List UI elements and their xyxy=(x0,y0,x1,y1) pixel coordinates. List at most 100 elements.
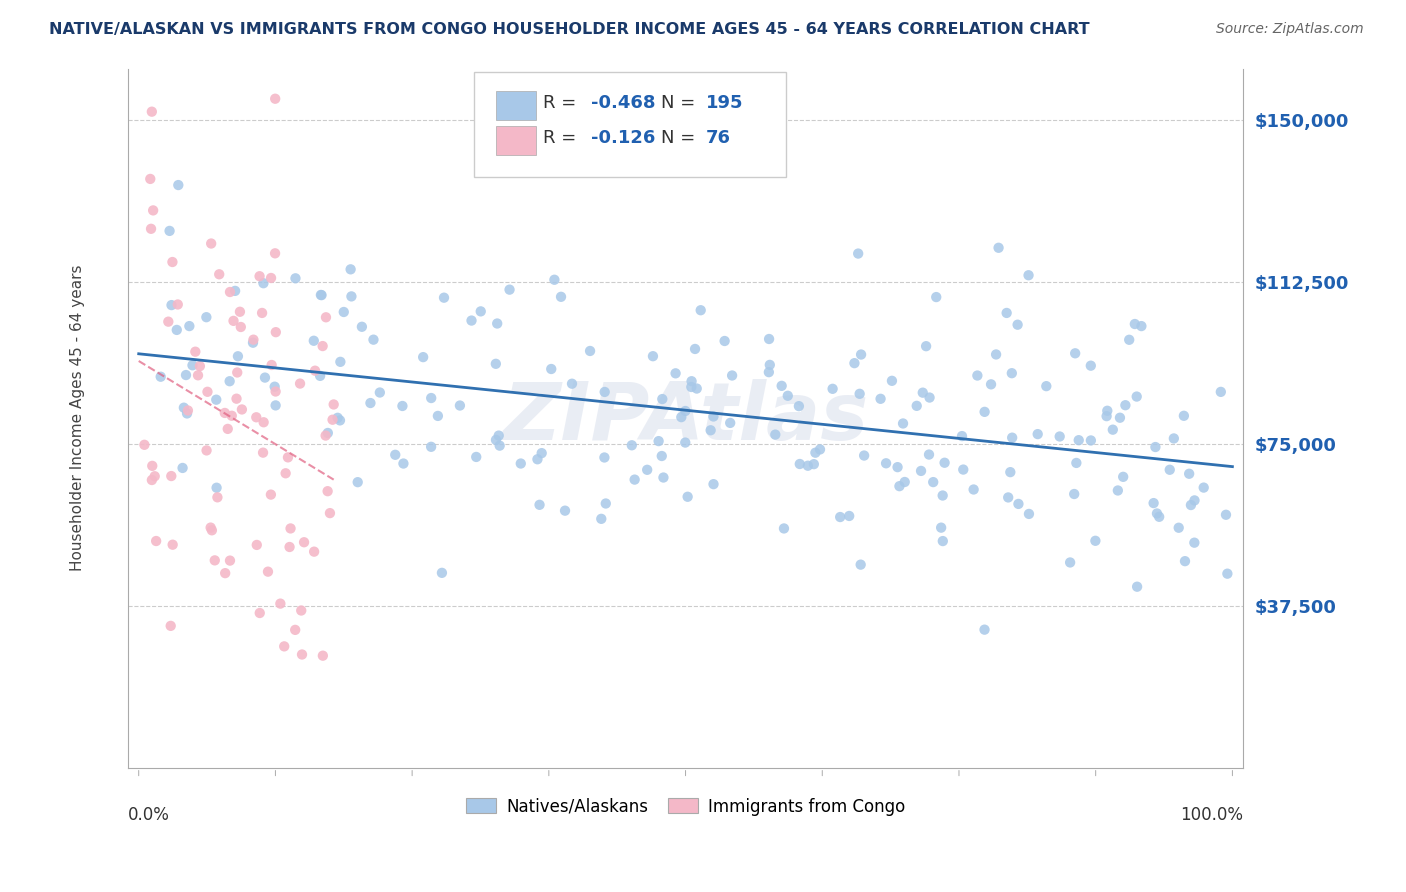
FancyBboxPatch shape xyxy=(474,72,786,177)
Point xyxy=(1182,535,1205,549)
Point xyxy=(886,460,908,475)
Point xyxy=(201,523,224,537)
Point xyxy=(931,489,953,503)
Point xyxy=(316,484,339,499)
Point xyxy=(593,384,616,399)
Point xyxy=(759,358,782,372)
Point xyxy=(1178,467,1201,481)
Text: Source: ZipAtlas.com: Source: ZipAtlas.com xyxy=(1216,22,1364,37)
Point xyxy=(218,374,240,388)
Point xyxy=(329,413,352,427)
Point xyxy=(225,392,247,406)
Point xyxy=(208,267,231,281)
Point xyxy=(322,413,344,427)
Point xyxy=(274,467,297,481)
Point xyxy=(264,398,287,412)
Point xyxy=(838,508,860,523)
Point xyxy=(249,269,271,284)
Point xyxy=(1114,398,1136,412)
Point xyxy=(470,304,492,318)
Point xyxy=(249,606,271,620)
Point xyxy=(242,333,264,347)
Point xyxy=(242,335,264,350)
Point xyxy=(350,319,373,334)
Point xyxy=(253,415,276,429)
Point xyxy=(229,320,252,334)
Point xyxy=(280,521,302,535)
Point xyxy=(177,403,200,417)
Point xyxy=(1101,423,1123,437)
Point xyxy=(922,475,945,489)
Point xyxy=(252,445,274,459)
Point xyxy=(595,496,617,510)
Point xyxy=(1184,493,1206,508)
Point xyxy=(1109,410,1132,425)
Point xyxy=(910,464,932,478)
Point xyxy=(997,491,1019,505)
Point xyxy=(222,314,245,328)
Point xyxy=(950,429,973,443)
Point xyxy=(681,380,703,394)
Point xyxy=(363,333,385,347)
Point xyxy=(1084,533,1107,548)
Legend: Natives/Alaskans, Immigrants from Congo: Natives/Alaskans, Immigrants from Congo xyxy=(460,791,912,822)
Point xyxy=(1112,470,1135,484)
Point xyxy=(1080,359,1102,373)
Point xyxy=(561,376,583,391)
Point xyxy=(263,380,285,394)
Point xyxy=(952,462,974,476)
Point xyxy=(651,449,673,463)
Point xyxy=(162,255,184,269)
Point xyxy=(995,306,1018,320)
Point xyxy=(846,246,869,260)
Point xyxy=(1049,429,1071,443)
Point xyxy=(1209,384,1232,399)
Point xyxy=(391,399,413,413)
Point xyxy=(1174,554,1197,568)
Point xyxy=(509,457,531,471)
Point xyxy=(849,558,872,572)
Point xyxy=(197,384,219,399)
Point xyxy=(176,407,198,421)
Text: N =: N = xyxy=(661,95,702,112)
Point xyxy=(264,325,287,339)
Point xyxy=(651,392,673,406)
Point xyxy=(673,404,696,418)
Point xyxy=(686,382,709,396)
Point xyxy=(284,271,307,285)
Point xyxy=(1123,317,1146,331)
Point xyxy=(205,392,228,407)
Text: Householder Income Ages 45 - 64 years: Householder Income Ages 45 - 64 years xyxy=(70,265,86,572)
Point xyxy=(200,236,222,251)
Point xyxy=(647,434,669,449)
Point xyxy=(973,623,995,637)
Point xyxy=(257,565,280,579)
Point xyxy=(368,385,391,400)
Point xyxy=(773,521,796,535)
Point xyxy=(641,349,664,363)
Text: -0.468: -0.468 xyxy=(591,95,655,112)
Point xyxy=(1173,409,1195,423)
Point xyxy=(465,450,488,464)
Point xyxy=(1147,509,1170,524)
Point xyxy=(1026,427,1049,442)
Point xyxy=(217,422,239,436)
Point xyxy=(160,469,183,483)
Point xyxy=(157,315,180,329)
Point xyxy=(264,92,287,106)
Point xyxy=(172,461,194,475)
Point xyxy=(934,456,956,470)
Point xyxy=(721,368,744,383)
Point xyxy=(681,374,703,388)
Point xyxy=(636,463,658,477)
Point xyxy=(204,553,226,567)
Point xyxy=(433,291,456,305)
Point xyxy=(987,241,1010,255)
Point xyxy=(333,305,356,319)
Point xyxy=(1180,498,1202,512)
Point xyxy=(526,452,548,467)
Point xyxy=(1159,463,1181,477)
Text: 0.0%: 0.0% xyxy=(128,806,170,824)
Point xyxy=(1130,319,1153,334)
Point xyxy=(195,443,218,458)
